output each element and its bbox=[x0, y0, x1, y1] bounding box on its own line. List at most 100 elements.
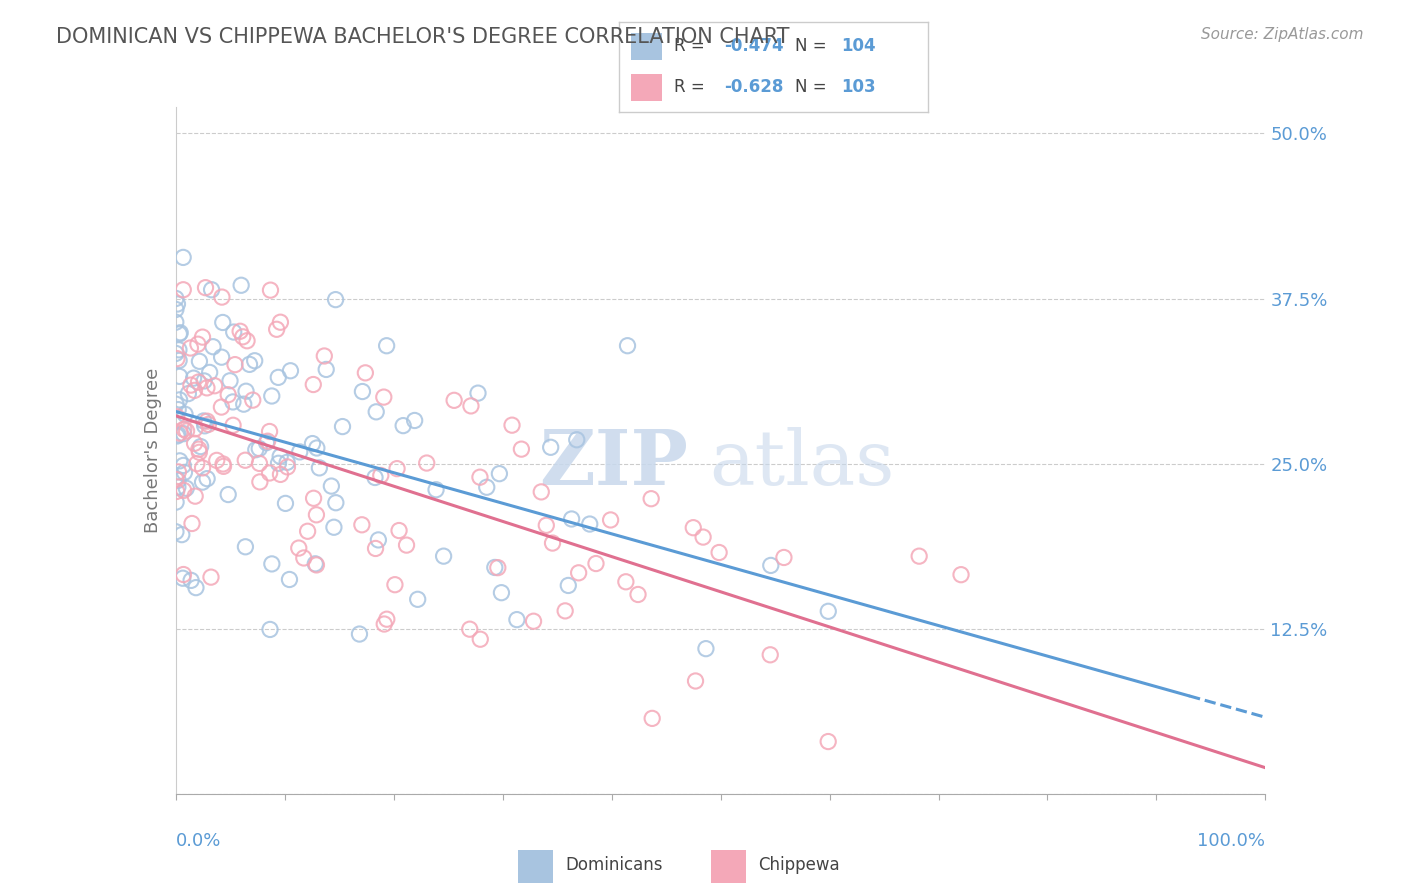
Point bbox=[191, 475, 214, 489]
Point bbox=[350, 517, 373, 532]
Point bbox=[759, 558, 782, 573]
Point bbox=[172, 251, 194, 265]
Point bbox=[616, 339, 638, 353]
Point bbox=[212, 459, 235, 474]
Point bbox=[166, 409, 188, 424]
Point bbox=[209, 400, 232, 414]
Point bbox=[443, 393, 465, 408]
Point bbox=[232, 330, 254, 344]
Point bbox=[302, 491, 325, 506]
Point bbox=[176, 424, 198, 438]
Text: 104: 104 bbox=[841, 37, 876, 55]
Text: DOMINICAN VS CHIPPEWA BACHELOR'S DEGREE CORRELATION CHART: DOMINICAN VS CHIPPEWA BACHELOR'S DEGREE … bbox=[56, 27, 790, 46]
Point bbox=[366, 405, 388, 419]
Point bbox=[169, 326, 191, 340]
Point bbox=[325, 293, 347, 307]
Point bbox=[166, 297, 188, 311]
Point bbox=[200, 570, 222, 584]
Point bbox=[183, 371, 205, 385]
Point bbox=[193, 414, 215, 428]
Point bbox=[308, 461, 330, 475]
Point bbox=[179, 341, 201, 355]
Point bbox=[375, 612, 398, 626]
Point bbox=[259, 623, 281, 637]
Point bbox=[321, 479, 343, 493]
Point bbox=[188, 445, 211, 459]
Point bbox=[242, 393, 264, 408]
Point bbox=[243, 353, 266, 368]
Point bbox=[174, 407, 197, 421]
Point bbox=[375, 339, 398, 353]
Point bbox=[404, 413, 426, 427]
Point bbox=[522, 614, 544, 628]
Point bbox=[222, 418, 245, 433]
Point bbox=[627, 587, 650, 601]
Point bbox=[267, 370, 290, 384]
Bar bbox=[711, 849, 747, 883]
Point bbox=[211, 316, 233, 330]
Point bbox=[288, 445, 311, 459]
Point bbox=[491, 585, 513, 599]
Point bbox=[305, 558, 328, 572]
Point bbox=[183, 384, 205, 398]
Point bbox=[173, 466, 195, 480]
Point bbox=[165, 495, 187, 509]
Text: 100.0%: 100.0% bbox=[1198, 831, 1265, 850]
Point bbox=[280, 364, 302, 378]
Point bbox=[167, 353, 190, 368]
Point bbox=[193, 374, 215, 388]
Point bbox=[269, 450, 291, 464]
Point bbox=[467, 386, 489, 401]
Point bbox=[773, 550, 796, 565]
Text: Dominicans: Dominicans bbox=[565, 856, 662, 874]
Point bbox=[204, 378, 226, 392]
Point bbox=[416, 456, 439, 470]
Point bbox=[470, 632, 492, 647]
Point bbox=[256, 435, 278, 450]
Point bbox=[222, 395, 245, 409]
Point bbox=[578, 516, 600, 531]
Point bbox=[314, 349, 336, 363]
Point bbox=[276, 455, 298, 469]
Point bbox=[458, 622, 481, 636]
Point bbox=[198, 366, 221, 380]
Point bbox=[433, 549, 456, 563]
Point bbox=[165, 346, 187, 360]
Point bbox=[267, 456, 290, 470]
Point bbox=[506, 613, 529, 627]
Point bbox=[385, 461, 408, 475]
Point bbox=[256, 434, 278, 449]
Point bbox=[172, 283, 194, 297]
Point bbox=[165, 473, 187, 487]
Point bbox=[501, 418, 523, 433]
Point bbox=[373, 390, 395, 404]
Point bbox=[233, 453, 256, 467]
Point bbox=[173, 422, 195, 436]
Bar bbox=[517, 849, 554, 883]
Point bbox=[222, 325, 245, 339]
Point bbox=[211, 350, 233, 364]
Text: ZIP: ZIP bbox=[538, 427, 688, 501]
Text: Chippewa: Chippewa bbox=[758, 856, 839, 874]
Point bbox=[332, 419, 354, 434]
Text: Source: ZipAtlas.com: Source: ZipAtlas.com bbox=[1201, 27, 1364, 42]
Point bbox=[484, 560, 506, 574]
Point bbox=[235, 384, 257, 399]
Point bbox=[305, 441, 328, 455]
Point bbox=[322, 520, 344, 534]
Point bbox=[817, 604, 839, 618]
Text: -0.474: -0.474 bbox=[724, 37, 783, 55]
Point bbox=[259, 425, 281, 439]
Point bbox=[561, 512, 583, 526]
Point bbox=[568, 566, 591, 580]
Point bbox=[165, 524, 187, 539]
Point bbox=[169, 454, 191, 468]
Point bbox=[217, 487, 239, 501]
Point bbox=[266, 322, 288, 336]
Point bbox=[184, 489, 207, 503]
Point bbox=[297, 524, 319, 539]
Y-axis label: Bachelor's Degree: Bachelor's Degree bbox=[143, 368, 162, 533]
Point bbox=[205, 453, 228, 467]
Bar bbox=[631, 33, 662, 60]
Point bbox=[167, 474, 190, 488]
